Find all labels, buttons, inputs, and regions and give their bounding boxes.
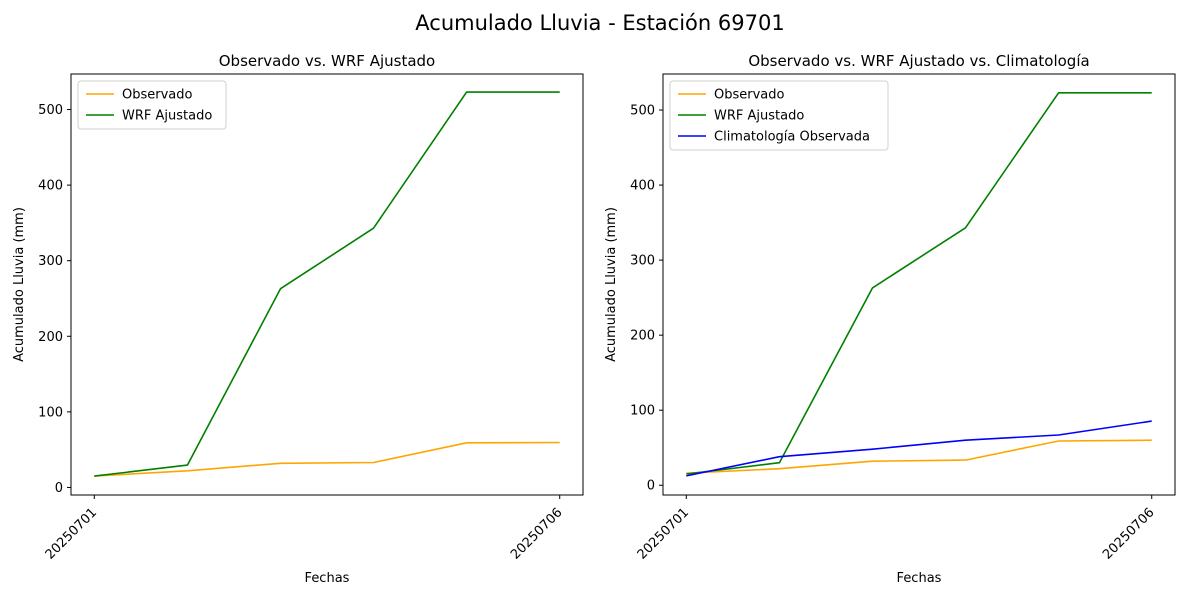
- series-line-0: [94, 441, 560, 477]
- x-axis-label: Fechas: [897, 571, 942, 586]
- figure-suptitle: Acumulado Lluvia - Estación 69701: [415, 11, 784, 35]
- chart-panel-left: Observado vs. WRF Ajustado 0 100 200 300 400 5…: [12, 52, 584, 586]
- chart-panel-right: Observado vs. WRF Ajustado vs. Climatolo…: [604, 52, 1176, 586]
- y-tick-label: 100: [38, 405, 63, 420]
- chart-title: Observado vs. WRF Ajustado vs. Climatolo…: [748, 52, 1089, 70]
- chart-title: Observado vs. WRF Ajustado: [219, 52, 435, 70]
- x-tick-label: 20250706: [1100, 505, 1157, 562]
- y-tick-label: 100: [630, 404, 655, 419]
- y-tick-label: 0: [55, 481, 63, 496]
- series-line-1: [686, 92, 1152, 475]
- y-axis-label: Acumulado Lluvia (mm): [604, 207, 619, 362]
- y-tick-label: 400: [630, 179, 655, 194]
- y-tick-label: 0: [647, 479, 655, 494]
- series-line-2: [686, 420, 1152, 477]
- y-tick-label: 300: [630, 254, 655, 269]
- x-tick-label: 20250706: [508, 505, 565, 562]
- legend: [77, 80, 227, 130]
- axes-frame: [70, 73, 584, 496]
- y-tick-label: 300: [38, 254, 63, 269]
- series-line-1: [94, 91, 560, 477]
- y-tick-label: 500: [38, 103, 63, 118]
- legend-label: Observado: [714, 88, 785, 103]
- x-tick-label: 20250701: [635, 505, 692, 562]
- legend-label: WRF Ajustado: [122, 109, 212, 124]
- y-axis-label: Acumulado Lluvia (mm): [12, 207, 27, 362]
- y-tick-label: 200: [630, 329, 655, 344]
- axes-frame: [662, 73, 1176, 496]
- series-line-0: [686, 439, 1152, 474]
- y-tick-label: 400: [38, 179, 63, 194]
- legend-label: Climatología Observada: [714, 130, 870, 145]
- x-tick-label: 20250701: [43, 505, 100, 562]
- y-tick-label: 500: [630, 104, 655, 119]
- legend-label: Observado: [122, 88, 193, 103]
- legend: [669, 80, 889, 151]
- legend-label: WRF Ajustado: [714, 109, 804, 124]
- y-tick-label: 200: [38, 330, 63, 345]
- x-axis-label: Fechas: [305, 571, 350, 586]
